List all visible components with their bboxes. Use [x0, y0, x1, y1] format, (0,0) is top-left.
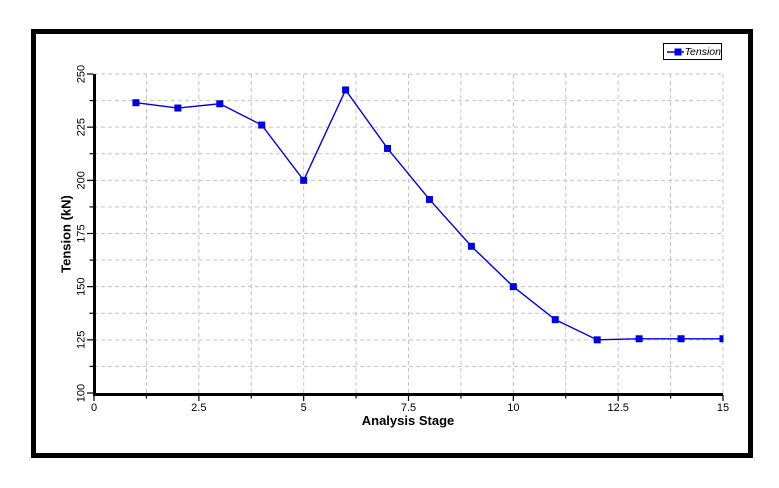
y-tick-label: 250: [76, 65, 88, 83]
x-axis-title: Analysis Stage: [361, 413, 455, 428]
data-point-marker: [384, 144, 392, 152]
y-tick-label: 150: [76, 277, 88, 295]
tension-series: [132, 86, 724, 344]
data-point-marker: [258, 121, 266, 129]
chart-frame: 0 2.5 5 7.5 10 12.5 15 100 125 150 175 200 225 250 Te…: [31, 29, 753, 458]
y-tick-label: 175: [76, 224, 88, 242]
data-point-marker: [509, 283, 517, 291]
axis-ticks: [87, 73, 724, 401]
y-tick-label: 200: [76, 171, 88, 189]
legend-marker-icon: [667, 48, 684, 55]
data-point-marker: [425, 195, 433, 203]
x-tick-label: 15: [717, 402, 729, 414]
data-point-marker: [342, 86, 350, 94]
data-point-marker: [551, 316, 559, 324]
y-tick-label: 225: [76, 118, 88, 136]
data-point-marker: [467, 242, 475, 250]
x-tick-label: 0: [91, 402, 97, 414]
legend-label: Tension: [684, 45, 721, 58]
axes: [93, 74, 723, 396]
x-tick-label: 5: [301, 402, 307, 414]
y-axis-title: Tension (kN): [58, 195, 74, 273]
data-point-marker: [635, 335, 643, 343]
data-point-marker: [719, 335, 724, 343]
tension-chart-plot: 0 2.5 5 7.5 10 12.5 15 100 125 150 175 200 225 250: [76, 65, 730, 414]
gridlines: [94, 73, 724, 393]
y-tick-label: 125: [76, 331, 88, 349]
data-point-marker: [593, 336, 601, 344]
data-point-marker: [677, 335, 685, 343]
legend: Tension: [663, 43, 722, 60]
data-point-marker: [132, 99, 140, 107]
x-tick-label: 7.5: [401, 402, 416, 414]
tick-labels: 0 2.5 5 7.5 10 12.5 15 100 125 150 175 200 225 250: [76, 65, 730, 414]
x-tick-label: 10: [507, 402, 519, 414]
data-point-marker: [216, 100, 224, 108]
y-tick-label: 100: [76, 384, 88, 402]
data-point-marker: [174, 104, 182, 112]
x-tick-label: 12.5: [607, 402, 628, 414]
data-point-marker: [300, 176, 308, 184]
x-tick-label: 2.5: [191, 402, 206, 414]
